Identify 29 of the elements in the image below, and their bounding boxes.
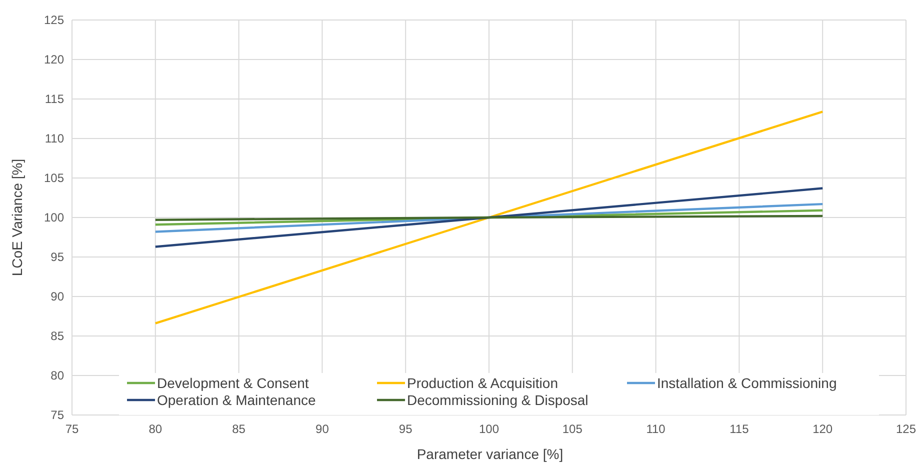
y-tick-label: 90	[50, 290, 64, 304]
x-tick-label: 75	[65, 422, 79, 436]
legend-label: Installation & Commissioning	[657, 375, 837, 391]
y-tick-label: 85	[50, 329, 64, 343]
y-axis-title: LCoE Variance [%]	[9, 158, 25, 276]
x-tick-label: 85	[232, 422, 246, 436]
x-tick-label: 90	[316, 422, 330, 436]
x-tick-label: 115	[730, 422, 750, 436]
x-tick-label: 120	[812, 422, 833, 436]
y-tick-label: 80	[50, 368, 64, 382]
x-tick-label: 95	[398, 422, 413, 436]
y-tick-label: 125	[44, 13, 64, 27]
x-tick-label: 110	[646, 422, 666, 436]
legend-label: Operation & Maintenance	[157, 392, 316, 408]
legend-label: Production & Acquisition	[407, 375, 558, 391]
legend-label: Decommissioning & Disposal	[407, 392, 588, 408]
y-tick-label: 110	[44, 132, 64, 146]
x-tick-label: 105	[562, 422, 583, 436]
y-tick-label: 75	[50, 408, 64, 422]
y-tick-label: 105	[44, 171, 64, 185]
x-axis-title: Parameter variance [%]	[416, 446, 564, 462]
y-tick-label: 120	[44, 52, 64, 66]
y-tick-label: 95	[50, 250, 64, 264]
legend-label: Development & Consent	[157, 375, 309, 391]
y-tick-label: 115	[44, 92, 64, 106]
x-tick-label: 125	[896, 422, 916, 436]
x-tick-label: 100	[478, 422, 500, 436]
y-tick-label: 100	[44, 210, 64, 224]
x-tick-label: 80	[148, 422, 162, 436]
